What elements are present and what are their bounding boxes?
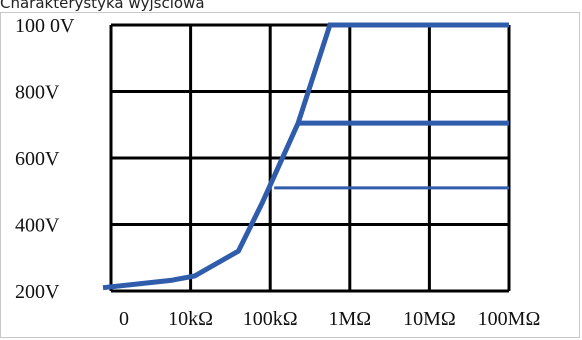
x-tick-label: 10MΩ bbox=[403, 308, 456, 330]
chart-series bbox=[102, 22, 509, 291]
y-tick-label: 400V bbox=[15, 215, 60, 237]
chart-grid bbox=[109, 23, 511, 293]
y-tick-label: 600V bbox=[15, 148, 60, 170]
x-axis-ticks: 0 10kΩ 100kΩ 1MΩ 10MΩ 100MΩ bbox=[119, 308, 540, 330]
y-tick-label: 800V bbox=[15, 82, 60, 104]
x-tick-label: 100kΩ bbox=[243, 308, 298, 330]
chart-frame: 200V 400V 600V 800V 100 0V 0 10kΩ 100kΩ 1MΩ 10MΩ… bbox=[0, 12, 580, 338]
chart-caption: Charakterystyka wyjściowa bbox=[0, 0, 205, 12]
y-tick-label: 200V bbox=[15, 281, 60, 303]
x-tick-label: 100MΩ bbox=[478, 308, 541, 330]
output-characteristic-chart: 200V 400V 600V 800V 100 0V 0 10kΩ 100kΩ 1MΩ 10MΩ… bbox=[15, 15, 540, 330]
y-axis-ticks: 200V 400V 600V 800V 100 0V bbox=[15, 15, 75, 303]
series-line-1 bbox=[102, 22, 509, 291]
x-tick-label: 10kΩ bbox=[168, 308, 213, 330]
y-tick-label: 100 0V bbox=[15, 15, 75, 37]
x-tick-label: 1MΩ bbox=[328, 308, 371, 330]
x-tick-label: 0 bbox=[119, 308, 129, 330]
